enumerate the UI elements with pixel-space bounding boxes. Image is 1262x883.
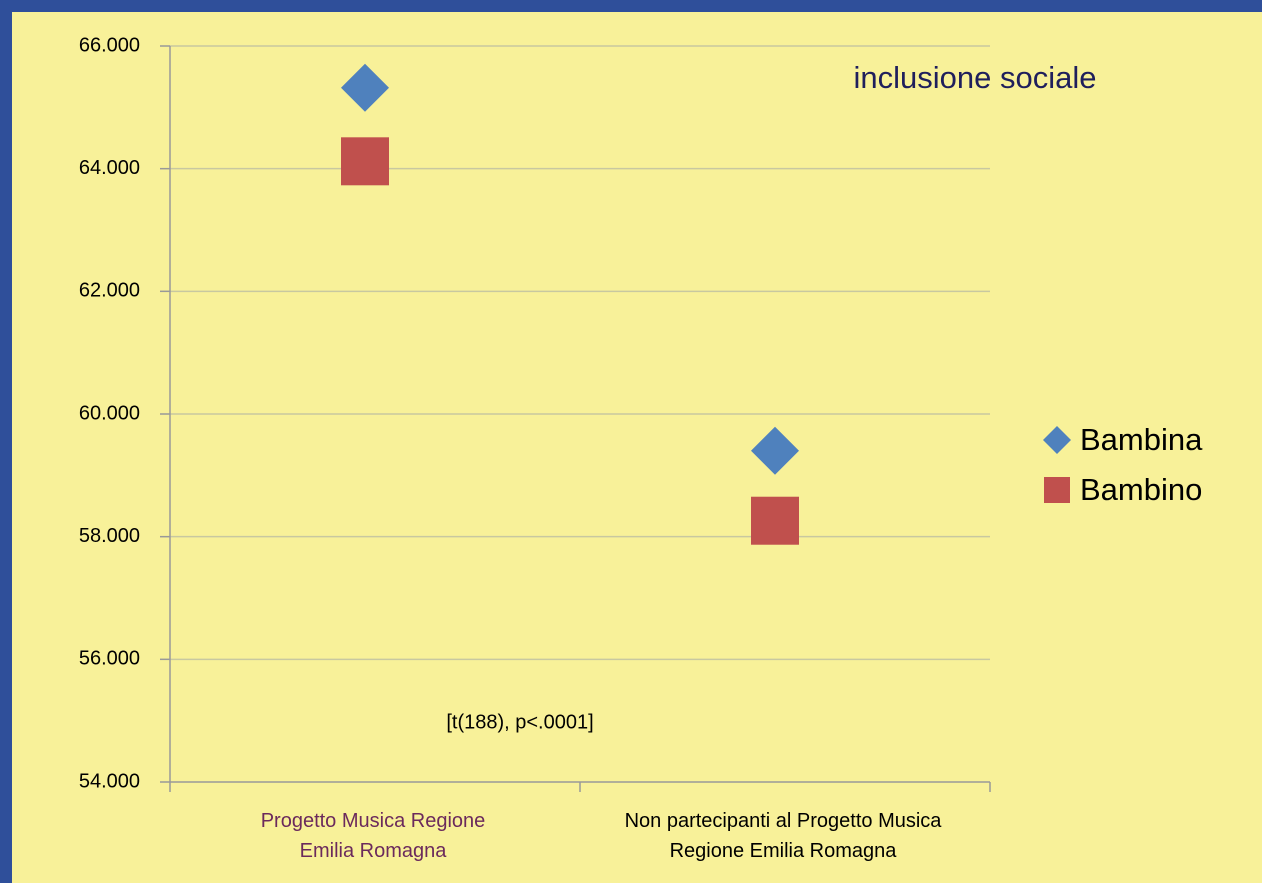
legend-marker <box>1044 477 1070 503</box>
y-tick-label: 56.000 <box>79 648 140 670</box>
legend-label: Bambino <box>1080 472 1202 507</box>
data-point <box>341 137 389 186</box>
annotation: [t(188), p<.0001] <box>446 711 593 733</box>
legend-marker <box>1043 426 1071 454</box>
y-tick-label: 64.000 <box>79 157 140 179</box>
x-tick-label: Non partecipanti al Progetto Musica Regi… <box>624 810 942 862</box>
y-tick-label: 54.000 <box>79 770 140 792</box>
chart-title: inclusione sociale <box>854 60 1097 95</box>
y-tick-label: 58.000 <box>79 525 140 547</box>
data-point <box>341 63 389 112</box>
data-point <box>751 426 799 475</box>
y-tick-label: 62.000 <box>79 280 140 302</box>
x-tick-label: Progetto Musica Regione Emilia Romagna <box>260 810 486 862</box>
y-tick-label: 66.000 <box>79 34 140 56</box>
data-point <box>751 496 799 545</box>
y-tick-label: 60.000 <box>79 402 140 424</box>
legend-label: Bambina <box>1080 422 1203 457</box>
